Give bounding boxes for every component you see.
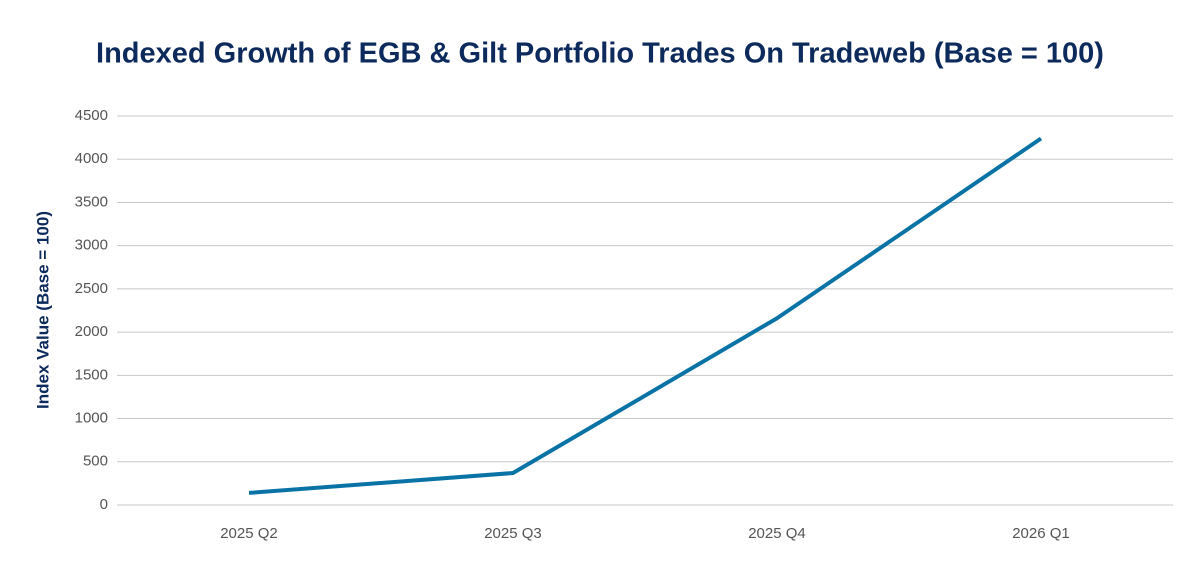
y-tick-label: 3000 [75, 237, 108, 254]
y-tick-label: 3500 [75, 193, 108, 210]
y-tick-label: 0 [100, 496, 108, 513]
y-tick-label: 4000 [75, 150, 108, 167]
y-tick-label: 1000 [75, 410, 108, 427]
x-tick-label: 2026 Q1 [1012, 525, 1070, 542]
y-axis-label: Index Value (Base = 100) [33, 211, 52, 409]
data-line [248, 136, 1043, 495]
y-tick-label: 1500 [75, 366, 108, 383]
y-tick-label: 4500 [75, 107, 108, 124]
y-tick-label: 500 [83, 453, 108, 470]
x-tick-label: 2025 Q4 [748, 525, 806, 542]
x-tick-label: 2025 Q3 [484, 525, 542, 542]
x-tick-label: 2025 Q2 [220, 525, 278, 542]
y-tick-label: 2000 [75, 323, 108, 340]
y-tick-label: 2500 [75, 280, 108, 297]
chart-title: Indexed Growth of EGB & Gilt Portfolio T… [96, 38, 1104, 70]
